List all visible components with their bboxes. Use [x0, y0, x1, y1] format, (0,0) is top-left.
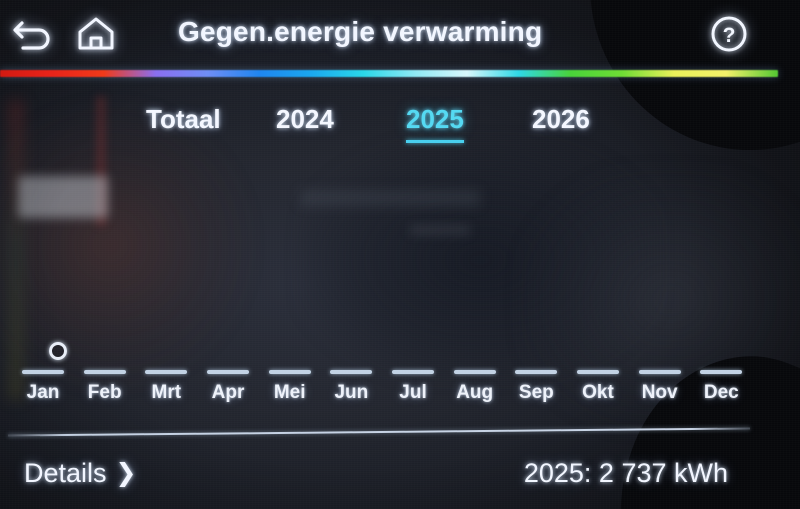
chart-bar [700, 370, 743, 374]
chart-bar-column[interactable] [261, 160, 319, 374]
tab-totaal[interactable]: Totaal [146, 104, 221, 143]
background-reflection [96, 96, 106, 226]
svg-text:?: ? [723, 24, 736, 47]
tab-label: 2025 [406, 104, 464, 134]
background-reflection [300, 190, 480, 206]
tab-active-underline [406, 140, 464, 143]
chart-bar-column[interactable] [199, 160, 257, 374]
chart-bar [145, 370, 188, 374]
chart-bar-column[interactable] [384, 160, 442, 374]
details-label: Details [24, 458, 107, 488]
chart-bar [453, 370, 496, 374]
chart-bar-column[interactable] [631, 160, 689, 374]
month-label-jul: Jul [399, 382, 427, 403]
back-arrow-icon [13, 21, 50, 50]
chart-bar [392, 370, 434, 374]
background-reflection [410, 225, 470, 235]
help-button[interactable]: ? [706, 12, 752, 56]
chart-bar [83, 370, 126, 374]
chart-bar [638, 370, 681, 374]
month-label-jan: Jan [26, 382, 60, 403]
month-label-aug: Aug [456, 382, 494, 403]
chart-bar [330, 370, 373, 374]
header-bar: Gegen.energie verwarming ? [0, 0, 800, 66]
month-label-mrt: Mrt [151, 382, 182, 403]
screen-corner-mask [0, 0, 80, 50]
home-icon [78, 17, 114, 50]
help-question-icon: ? [711, 16, 747, 52]
chart-bar [577, 370, 619, 374]
chart-bar [515, 370, 558, 374]
chart-bar-column[interactable] [322, 160, 380, 374]
chart-bar-column[interactable] [76, 160, 134, 374]
details-link[interactable]: Details ❯ [24, 458, 136, 489]
month-label-nov: Nov [641, 382, 678, 403]
chart-bar-column[interactable] [14, 160, 72, 374]
month-label-mei: Mei [273, 382, 306, 403]
home-button[interactable] [70, 12, 122, 56]
chart-bar-column[interactable] [692, 160, 750, 374]
tab-label: 2024 [276, 104, 334, 134]
month-label-jun: Jun [334, 382, 369, 403]
chevron-right-icon: ❯ [115, 459, 137, 487]
chart-bar-column[interactable] [137, 160, 195, 374]
spectrum-gradient-bar [0, 70, 778, 77]
tab-label: Totaal [146, 104, 221, 134]
month-label-apr: Apr [211, 382, 245, 403]
selected-value-marker [49, 342, 67, 360]
chart-bar-column[interactable] [569, 160, 627, 374]
total-readout: 2025: 2 737 kWh [523, 458, 728, 488]
background-reflection [300, 140, 660, 380]
back-button[interactable] [8, 12, 60, 56]
tab-2025[interactable]: 2025 [406, 104, 464, 143]
month-label-okt: Okt [582, 382, 614, 403]
tab-label: 2026 [532, 104, 590, 134]
chart-bar-column[interactable] [507, 160, 565, 374]
month-label-feb: Feb [87, 382, 122, 403]
chart-bar [268, 370, 311, 374]
year-tab-bar: Totaal 2024 2025 2026 [0, 104, 800, 152]
page-title: Gegen.energie verwarming [178, 16, 543, 47]
chart-bar [22, 370, 64, 374]
monthly-energy-chart: Jan Feb Mrt Apr Mei Jun Jul Aug Sep Okt Nov Dec [0, 160, 800, 422]
month-label-sep: Sep [518, 382, 554, 403]
chart-plot-area[interactable] [14, 160, 754, 374]
background-reflection [0, 95, 260, 395]
tab-2026[interactable]: 2026 [532, 104, 590, 143]
background-reflection [18, 176, 108, 218]
footer-bar: Details ❯ 2025: 2 737 kWh [0, 452, 800, 509]
background-reflection [8, 100, 24, 400]
chart-bar-column[interactable] [446, 160, 504, 374]
tab-2024[interactable]: 2024 [276, 104, 334, 143]
month-label-dec: Dec [703, 382, 739, 403]
chart-bar [207, 370, 249, 374]
